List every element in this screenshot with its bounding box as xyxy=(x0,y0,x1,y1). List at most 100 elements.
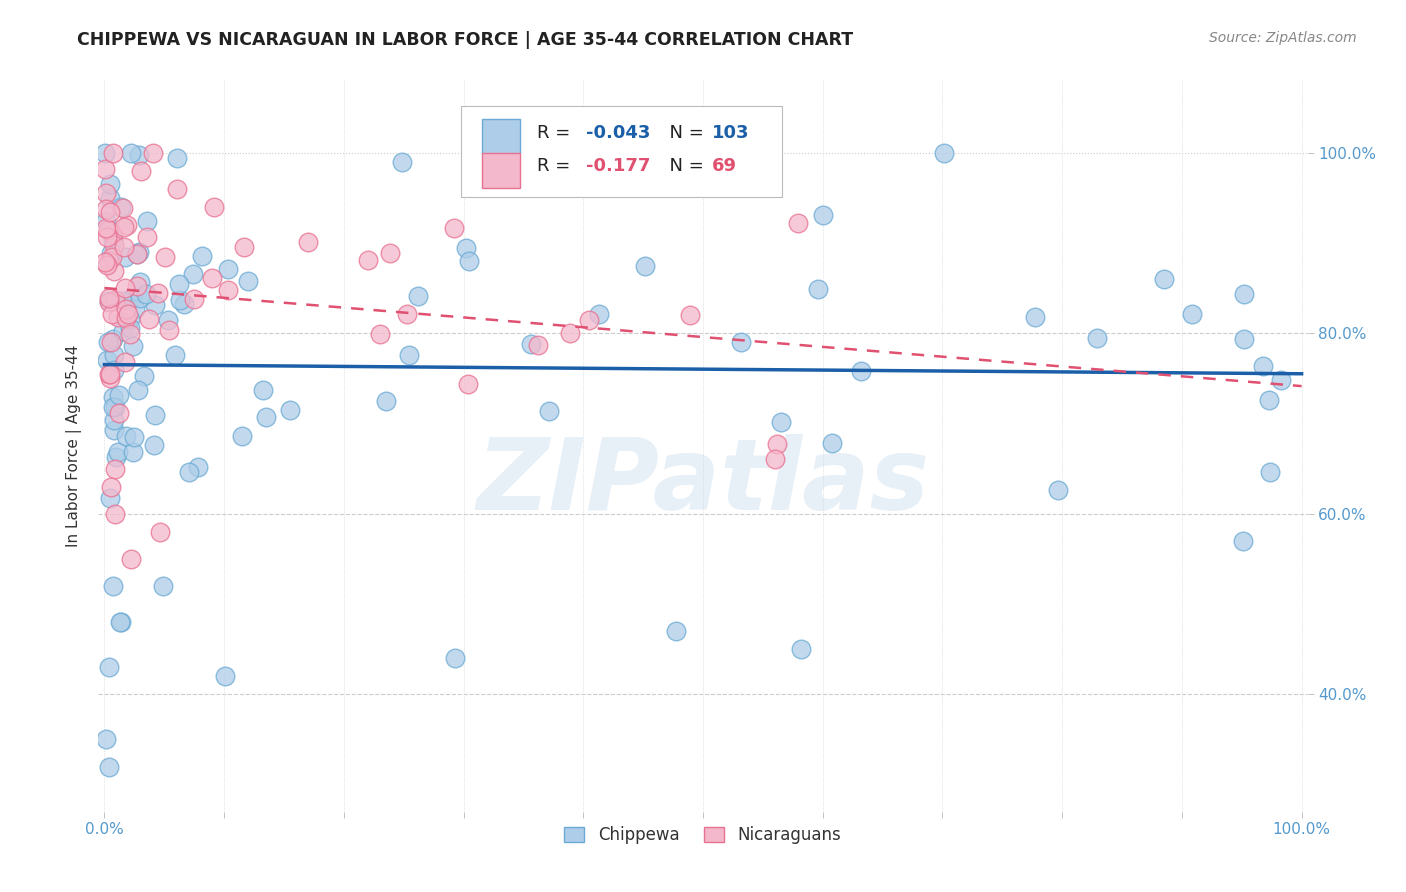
Point xyxy=(98,367,121,381)
Point xyxy=(1233,332,1256,346)
Point xyxy=(115,429,138,443)
Point xyxy=(101,307,124,321)
Point xyxy=(98,178,121,192)
Point xyxy=(375,393,398,408)
Point xyxy=(368,326,391,341)
FancyBboxPatch shape xyxy=(482,119,520,154)
Point xyxy=(232,240,254,254)
Point xyxy=(112,201,135,215)
FancyBboxPatch shape xyxy=(461,106,782,197)
Point xyxy=(118,321,141,335)
Point xyxy=(1233,287,1256,301)
Point xyxy=(98,205,121,219)
Point xyxy=(120,552,142,566)
Point xyxy=(183,292,205,306)
Point xyxy=(107,445,129,459)
Point xyxy=(108,615,131,629)
Point xyxy=(730,335,752,350)
Point xyxy=(100,250,122,264)
Point xyxy=(1258,392,1281,407)
Point xyxy=(125,247,148,261)
Point xyxy=(578,312,600,326)
Point xyxy=(94,202,117,216)
Point xyxy=(118,312,141,326)
Point xyxy=(104,293,127,308)
Point xyxy=(128,291,150,305)
Point xyxy=(120,145,142,160)
Point xyxy=(112,240,135,254)
Point xyxy=(121,339,143,353)
Point xyxy=(98,371,121,385)
Point xyxy=(125,247,148,261)
Text: -0.177: -0.177 xyxy=(586,158,650,176)
Point xyxy=(97,222,120,236)
Point xyxy=(763,451,786,466)
Point xyxy=(443,221,465,235)
Point xyxy=(297,235,319,249)
Point xyxy=(149,524,172,539)
Point xyxy=(94,732,117,747)
Point xyxy=(101,579,124,593)
Point xyxy=(94,145,117,160)
Point xyxy=(110,615,132,629)
Point xyxy=(131,164,153,178)
Point xyxy=(97,660,120,674)
Point xyxy=(128,276,150,290)
Point xyxy=(1087,331,1109,345)
Point xyxy=(217,261,239,276)
Point xyxy=(104,400,127,414)
Point xyxy=(457,253,479,268)
Point xyxy=(98,491,121,505)
Point xyxy=(456,241,478,255)
Point xyxy=(115,301,138,316)
Point xyxy=(520,337,543,351)
Point xyxy=(118,326,141,341)
Point xyxy=(238,274,260,288)
Point xyxy=(169,293,191,307)
Point xyxy=(101,390,124,404)
Point xyxy=(104,507,127,521)
Text: CHIPPEWA VS NICARAGUAN IN LABOR FORCE | AGE 35-44 CORRELATION CHART: CHIPPEWA VS NICARAGUAN IN LABOR FORCE | … xyxy=(77,31,853,49)
Point xyxy=(1024,310,1046,325)
Point xyxy=(101,332,124,346)
Point xyxy=(1260,465,1282,479)
Point xyxy=(665,624,688,639)
Point xyxy=(114,355,136,369)
Point xyxy=(103,363,125,377)
Point xyxy=(103,233,125,247)
Point xyxy=(136,230,159,244)
Point xyxy=(408,289,430,303)
Text: -0.043: -0.043 xyxy=(586,124,650,142)
Point xyxy=(142,438,165,452)
Point xyxy=(181,267,204,281)
Point xyxy=(142,145,165,160)
Point xyxy=(136,213,159,227)
Point xyxy=(96,258,118,272)
Point xyxy=(115,219,138,233)
Point xyxy=(634,259,657,273)
Point xyxy=(132,369,155,384)
Point xyxy=(201,270,224,285)
Point xyxy=(538,404,561,418)
Point xyxy=(231,429,253,443)
Point xyxy=(94,255,117,269)
Point xyxy=(96,214,118,228)
Point xyxy=(98,254,121,268)
Point xyxy=(157,323,180,337)
Point xyxy=(398,348,420,362)
Point xyxy=(98,368,121,382)
Point xyxy=(122,430,145,444)
Point xyxy=(97,334,120,349)
Point xyxy=(1270,373,1292,387)
Point xyxy=(1153,271,1175,285)
Point xyxy=(97,293,120,308)
Point xyxy=(98,190,121,204)
Point xyxy=(96,220,118,235)
Point xyxy=(786,216,808,230)
Point xyxy=(111,324,134,338)
Point xyxy=(135,287,157,301)
Point xyxy=(765,437,787,451)
Point xyxy=(278,403,301,417)
Point xyxy=(526,337,548,351)
Point xyxy=(100,334,122,349)
